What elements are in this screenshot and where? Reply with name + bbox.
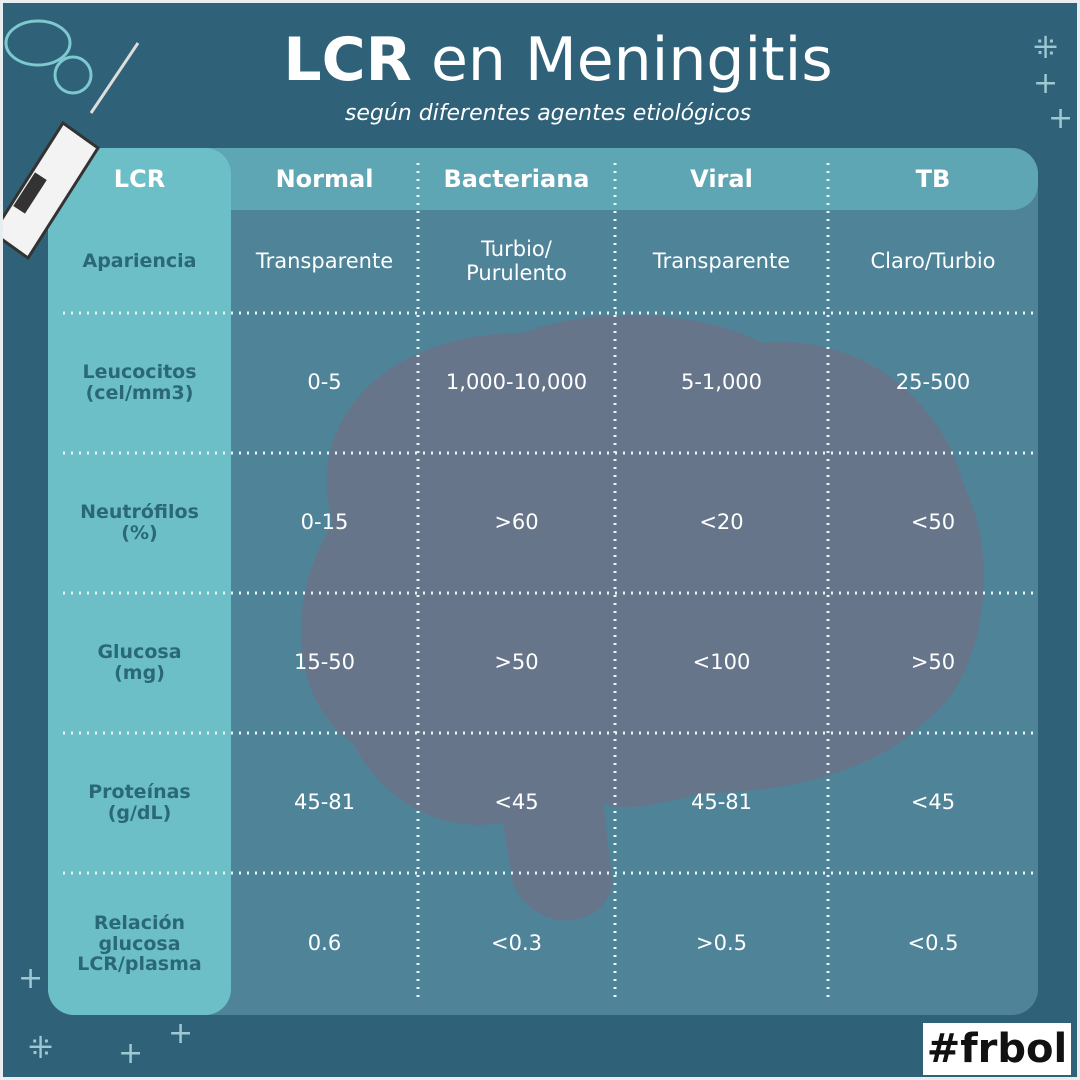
cell-value: <45: [494, 790, 539, 815]
column-header: Viral: [690, 164, 753, 193]
cell-value: 5-1,000: [680, 370, 763, 395]
header-band: [48, 148, 1038, 210]
label-column: [48, 148, 231, 1015]
dividers: [63, 163, 1033, 1003]
cell-value: Transparente: [255, 248, 394, 273]
svg-text:+: +: [1048, 101, 1073, 136]
column-header: LCR: [113, 164, 166, 193]
row-label: Leucocitos (cel/mm3): [82, 361, 197, 404]
cell-value: <20: [699, 510, 744, 535]
subtitle: según diferentes agentes etiológicos: [344, 101, 752, 126]
column-header: Normal: [275, 164, 374, 193]
cell-value: <100: [692, 650, 751, 675]
title-rest: en Meningitis: [430, 25, 833, 95]
row-label: Relación glucosa LCR/plasma: [77, 911, 202, 976]
title-bold: LCR: [283, 25, 412, 95]
column-header: TB: [915, 164, 951, 193]
cell-value: 45-81: [690, 790, 753, 815]
hashtag: #frbol: [923, 1023, 1071, 1075]
cell-value: Transparente: [652, 248, 791, 273]
cell-value: 1,000-10,000: [445, 370, 588, 395]
svg-text:⁜: ⁜: [28, 1031, 53, 1066]
title: LCR en Meningitis: [3, 25, 1077, 95]
decorations: ⁜++ +⁜ ++: [3, 19, 1073, 1071]
cell-value: Claro/Turbio: [870, 248, 996, 273]
row-label: Apariencia: [82, 250, 197, 273]
cell-value: 0.6: [307, 931, 342, 956]
row-label: Glucosa (mg): [97, 641, 182, 684]
plus-icons: ⁜++ +⁜ ++: [18, 31, 1073, 1071]
cell-value: <45: [910, 790, 956, 815]
cell-value: 15-50: [293, 650, 356, 675]
cell-value: >50: [494, 650, 539, 675]
cell-value: >60: [494, 510, 539, 535]
cell-value: 0-15: [300, 510, 349, 535]
bacteria: [4, 19, 93, 95]
row-label: Neutrófilos (%): [80, 501, 199, 544]
brain: [300, 314, 984, 921]
cell-value: 25-500: [895, 370, 971, 395]
cell-value: >0.5: [696, 931, 747, 956]
svg-text:⁜: ⁜: [1033, 31, 1058, 66]
syringe: [3, 42, 140, 261]
cell-value: Turbio/ Purulento: [466, 237, 567, 285]
svg-text:+: +: [168, 1016, 193, 1051]
cell-value: 45-81: [293, 790, 356, 815]
cell-value: >50: [910, 650, 956, 675]
svg-text:+: +: [118, 1036, 143, 1071]
cell-value: <0.5: [907, 931, 959, 956]
svg-text:+: +: [18, 961, 43, 996]
svg-text:+: +: [1033, 66, 1058, 101]
column-header: Bacteriana: [443, 164, 590, 193]
cell-value: 0-5: [307, 370, 342, 395]
row-label: Proteínas (g/dL): [88, 781, 191, 824]
cell-value: <50: [910, 510, 956, 535]
cell-value: <0.3: [491, 931, 542, 956]
